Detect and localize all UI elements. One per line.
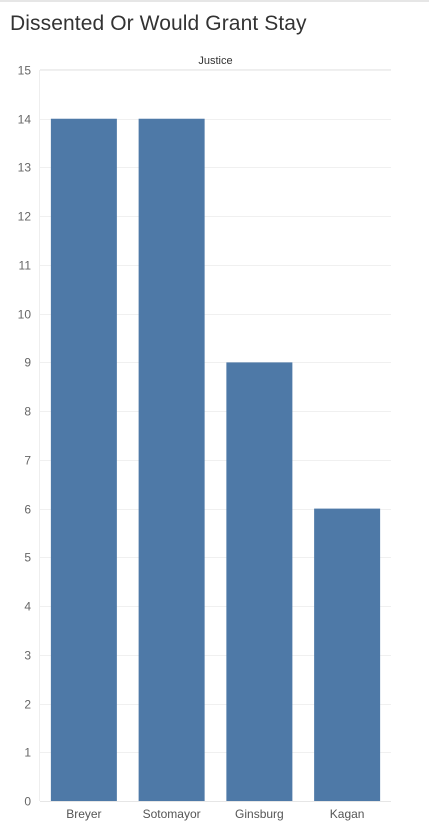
y-tick-label: 1 (24, 746, 31, 760)
y-tick-label: 10 (18, 308, 32, 322)
category-label: Kagan (330, 807, 365, 821)
y-tick-label: 15 (18, 64, 32, 78)
x-axis-categories: Breyer Sotomayor Ginsburg Kagan (66, 807, 364, 821)
y-tick-label: 13 (18, 161, 32, 175)
bar-breyer[interactable] (50, 118, 117, 801)
y-tick-label: 11 (19, 259, 32, 273)
y-tick-label: 3 (24, 649, 31, 663)
y-tick-label: 0 (24, 795, 31, 809)
y-tick-label: 14 (18, 113, 32, 127)
category-label: Sotomayor (143, 807, 201, 821)
bars (50, 118, 381, 801)
y-tick-label: 4 (24, 600, 31, 614)
y-tick-label: 7 (24, 454, 31, 468)
y-tick-label: 6 (24, 503, 31, 517)
y-tick-label: 5 (24, 551, 31, 565)
bar-sotomayor[interactable] (138, 118, 205, 801)
top-divider (0, 0, 429, 2)
column-header: Justice (198, 55, 232, 67)
y-tick-label: 12 (18, 210, 32, 224)
y-tick-label: 9 (24, 356, 31, 370)
bar-kagan[interactable] (314, 508, 381, 801)
bar-ginsburg[interactable] (226, 362, 293, 801)
y-tick-label: 2 (24, 698, 31, 712)
y-tick-label: 8 (24, 405, 31, 419)
chart-title: Dissented Or Would Grant Stay (10, 12, 307, 35)
category-label: Ginsburg (235, 807, 284, 821)
category-label: Breyer (66, 807, 101, 821)
